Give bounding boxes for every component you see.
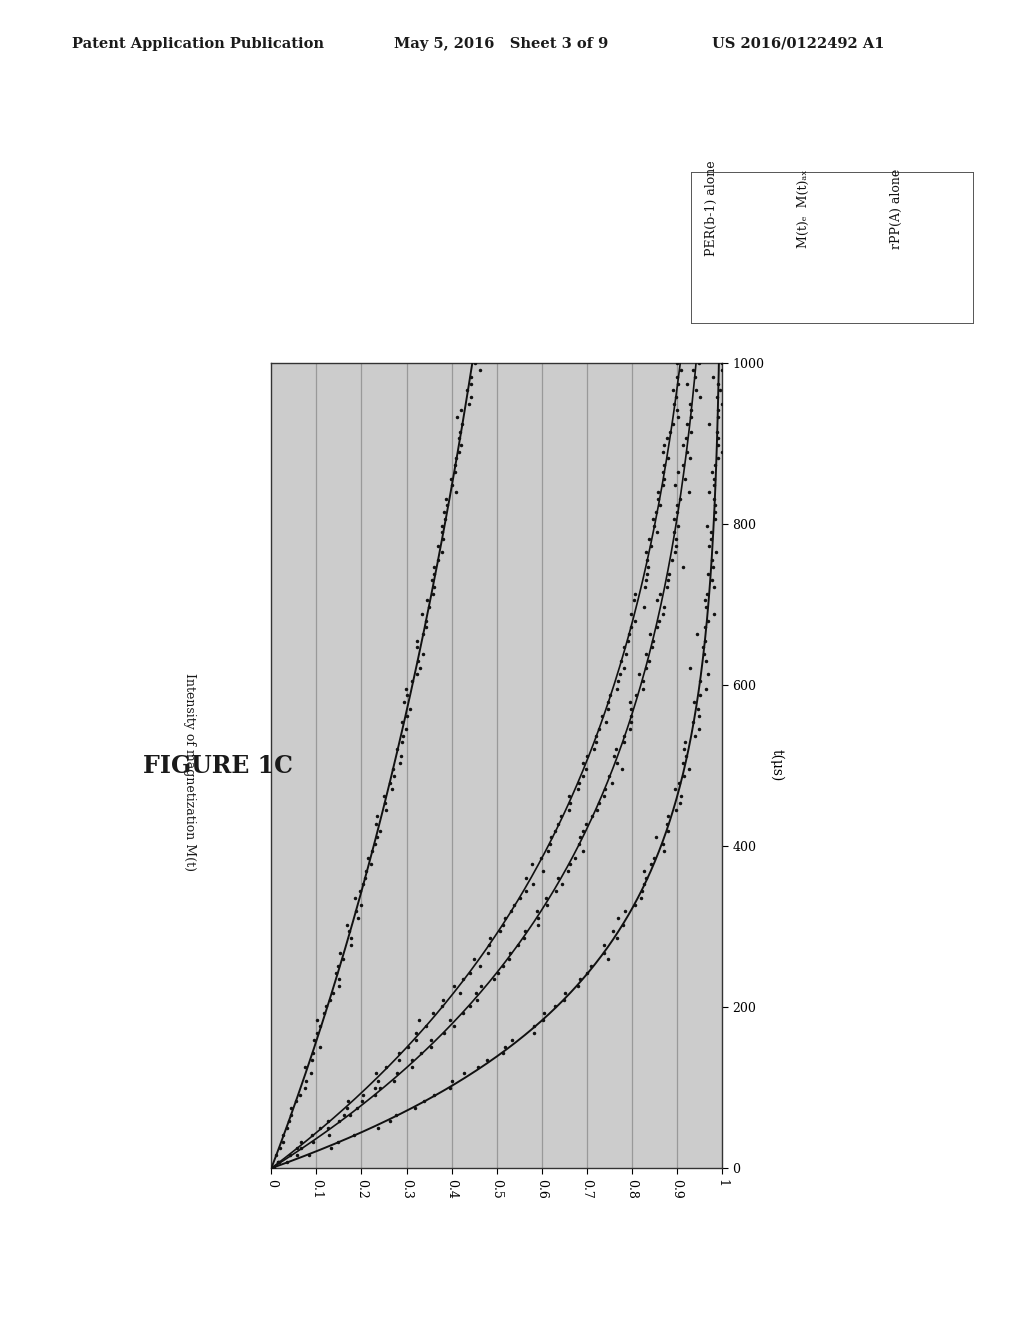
Text: rPP(A) alone: rPP(A) alone — [890, 169, 902, 248]
Text: May 5, 2016   Sheet 3 of 9: May 5, 2016 Sheet 3 of 9 — [394, 37, 608, 50]
Y-axis label: t(μs): t(μs) — [769, 750, 783, 781]
Text: FIGURE 1C: FIGURE 1C — [143, 754, 293, 777]
Text: M(t)ₑ  M(t)ₐₓ: M(t)ₑ M(t)ₐₓ — [798, 169, 810, 248]
Text: Intensity of magnetization M(t): Intensity of magnetization M(t) — [183, 673, 196, 871]
Text: US 2016/0122492 A1: US 2016/0122492 A1 — [712, 37, 884, 50]
Text: Patent Application Publication: Patent Application Publication — [72, 37, 324, 50]
Text: PER(b-1) alone: PER(b-1) alone — [706, 161, 718, 256]
